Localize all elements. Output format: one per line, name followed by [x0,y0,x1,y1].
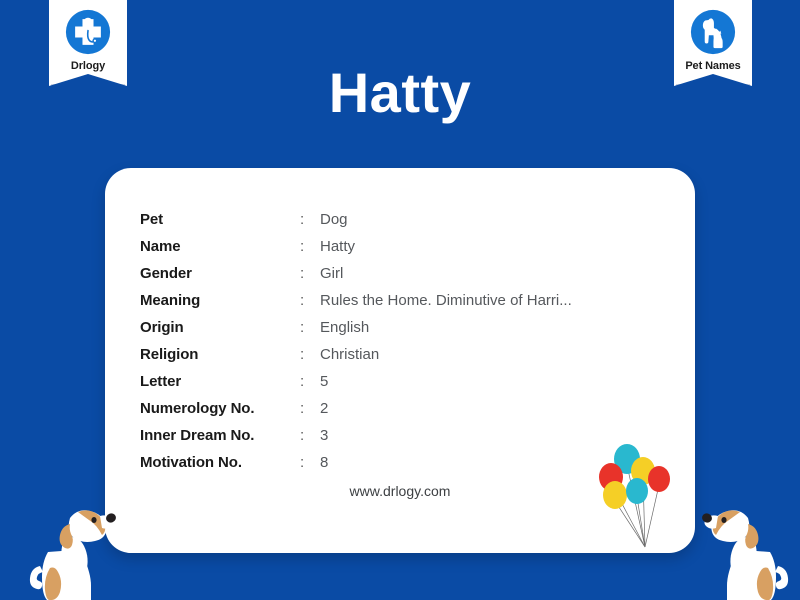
row-value: 5 [320,373,329,390]
row-value: Christian [320,346,380,363]
row-value: Girl [320,265,344,282]
row-value: Rules the Home. Diminutive of Harri... [320,292,572,309]
row-label: Motivation No. [140,454,242,471]
row-separator: : [300,292,305,309]
badge-ribbon: Drlogy [49,0,127,86]
table-row: Letter : 5 [140,373,660,400]
table-row: Name : Hatty [140,238,660,265]
row-separator: : [300,454,305,471]
row-label: Origin [140,319,184,336]
page-title: Hatty [328,61,472,124]
row-value: Dog [320,211,348,228]
row-separator: : [300,373,305,390]
row-value: English [320,319,370,336]
table-row: Pet : Dog [140,211,660,238]
row-label: Inner Dream No. [140,427,255,444]
sitting-dog-icon [29,510,116,600]
balloon-bunch-icon [599,444,670,548]
row-label: Religion [140,346,199,363]
pet-details-table: Pet : Dog Name : Hatty Gender : Girl Mea… [140,211,660,481]
table-row: Meaning : Rules the Home. Diminutive of … [140,292,660,319]
drlogy-medical-cross-logo-icon [65,9,111,55]
website-url[interactable]: www.drlogy.com [349,483,451,499]
table-row: Inner Dream No. : 3 [140,427,660,454]
row-separator: : [300,238,305,255]
row-separator: : [300,319,305,336]
sitting-dog-icon [702,510,789,600]
badge-drlogy[interactable]: Drlogy [49,0,127,86]
row-separator: : [300,211,305,228]
row-separator: : [300,265,305,282]
row-separator: : [300,427,305,444]
row-label: Name [140,238,181,255]
pet-name-info-card: Pet : Dog Name : Hatty Gender : Girl Mea… [105,168,695,553]
row-label: Meaning [140,292,201,309]
row-label: Pet [140,211,164,228]
table-row: Numerology No. : 2 [140,400,660,427]
table-row: Religion : Christian [140,346,660,373]
row-value: 2 [320,400,329,417]
row-value: 3 [320,427,329,444]
badge-ribbon: Pet Names [674,0,752,86]
row-label: Gender [140,265,192,282]
row-separator: : [300,400,305,417]
table-row: Motivation No. : 8 [140,454,660,481]
table-row: Gender : Girl [140,265,660,292]
badge-pet-names[interactable]: Pet Names [674,0,752,86]
row-separator: : [300,346,305,363]
badge-pet-names-label: Pet Names [685,60,741,72]
badge-drlogy-label: Drlogy [70,60,106,72]
row-label: Letter [140,373,182,390]
row-value: Hatty [320,238,356,255]
dog-and-cat-silhouette-icon [690,9,736,55]
row-label: Numerology No. [140,400,255,417]
table-row: Origin : English [140,319,660,346]
